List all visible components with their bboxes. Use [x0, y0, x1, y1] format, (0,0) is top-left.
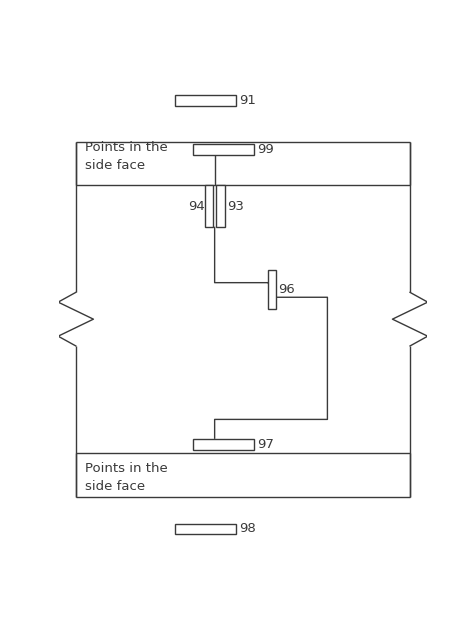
- Bar: [205, 185, 213, 227]
- Text: 99: 99: [258, 143, 274, 156]
- Text: 94: 94: [188, 200, 205, 213]
- Text: 98: 98: [239, 523, 256, 535]
- Text: Points in the
side face: Points in the side face: [85, 141, 168, 172]
- Text: 91: 91: [239, 94, 256, 107]
- Text: 93: 93: [227, 200, 244, 213]
- Text: 96: 96: [279, 284, 295, 296]
- Text: Points in the
side face: Points in the side face: [85, 462, 168, 493]
- Bar: [268, 270, 276, 310]
- Text: 97: 97: [258, 438, 274, 451]
- Bar: [175, 523, 236, 534]
- Bar: [217, 185, 225, 227]
- Bar: [193, 439, 254, 449]
- Bar: [175, 95, 236, 106]
- Bar: [193, 144, 254, 155]
